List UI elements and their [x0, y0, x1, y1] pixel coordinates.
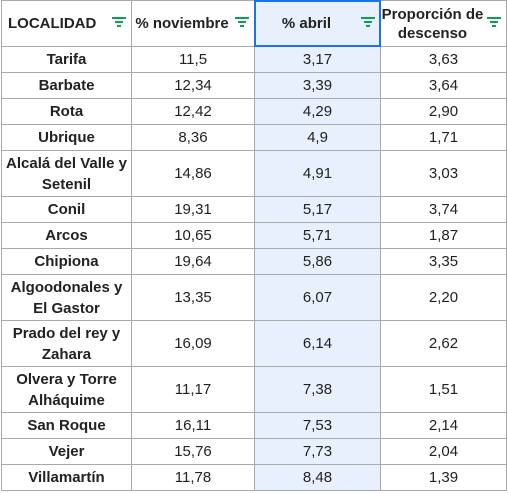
cell-noviembre[interactable]: 11,78: [131, 464, 255, 491]
cell-descenso[interactable]: 3,35: [380, 248, 507, 275]
table-header: LOCALIDAD % noviembre % abril Proporci: [1, 0, 507, 47]
table-row: Ubrique 8,36 4,9 1,71: [1, 124, 507, 151]
table-body: Tarifa 11,5 3,17 3,63 Barbate 12,34 3,39…: [1, 46, 507, 491]
table-row: Rota 12,42 4,29 2,90: [1, 98, 507, 125]
header-row: LOCALIDAD % noviembre % abril Proporci: [1, 0, 507, 47]
table-row: Prado del rey y Zahara 16,09 6,14 2,62: [1, 320, 507, 367]
cell-descenso[interactable]: 2,90: [380, 98, 507, 125]
cell-localidad[interactable]: Tarifa: [1, 46, 132, 73]
cell-abril[interactable]: 4,91: [254, 150, 381, 197]
cell-localidad[interactable]: Rota: [1, 98, 132, 125]
cell-abril[interactable]: 3,39: [254, 72, 381, 99]
cell-localidad[interactable]: San Roque: [1, 412, 132, 439]
cell-descenso[interactable]: 3,74: [380, 196, 507, 223]
cell-descenso[interactable]: 3,64: [380, 72, 507, 99]
cell-localidad[interactable]: Ubrique: [1, 124, 132, 151]
cell-localidad[interactable]: Villamartín: [1, 464, 132, 491]
cell-abril[interactable]: 8,48: [254, 464, 381, 491]
cell-abril[interactable]: 5,86: [254, 248, 381, 275]
cell-descenso[interactable]: 1,71: [380, 124, 507, 151]
cell-localidad[interactable]: Prado del rey y Zahara: [1, 320, 132, 367]
table-row: Conil 19,31 5,17 3,74: [1, 196, 507, 223]
table-row: Alcalá del Valle y Setenil 14,86 4,91 3,…: [1, 150, 507, 197]
cell-abril[interactable]: 7,38: [254, 366, 381, 413]
cell-abril[interactable]: 5,71: [254, 222, 381, 249]
cell-noviembre[interactable]: 11,5: [131, 46, 255, 73]
cell-noviembre[interactable]: 15,76: [131, 438, 255, 465]
cell-descenso[interactable]: 1,39: [380, 464, 507, 491]
cell-noviembre[interactable]: 13,35: [131, 274, 255, 321]
cell-noviembre[interactable]: 11,17: [131, 366, 255, 413]
cell-descenso[interactable]: 2,20: [380, 274, 507, 321]
cell-abril[interactable]: 3,17: [254, 46, 381, 73]
column-header-noviembre[interactable]: % noviembre: [131, 0, 255, 47]
column-header-label: % noviembre: [135, 15, 229, 32]
cell-noviembre[interactable]: 10,65: [131, 222, 255, 249]
cell-descenso[interactable]: 1,51: [380, 366, 507, 413]
table-row: Villamartín 11,78 8,48 1,39: [1, 464, 507, 491]
filter-icon[interactable]: [234, 13, 250, 31]
cell-abril[interactable]: 6,14: [254, 320, 381, 367]
cell-noviembre[interactable]: 8,36: [131, 124, 255, 151]
cell-noviembre[interactable]: 19,31: [131, 196, 255, 223]
cell-localidad[interactable]: Olvera y Torre Alháquime: [1, 366, 132, 413]
cell-abril[interactable]: 6,07: [254, 274, 381, 321]
cell-noviembre[interactable]: 16,09: [131, 320, 255, 367]
cell-noviembre[interactable]: 19,64: [131, 248, 255, 275]
table-row: Barbate 12,34 3,39 3,64: [1, 72, 507, 99]
filter-icon[interactable]: [486, 13, 502, 31]
cell-localidad[interactable]: Barbate: [1, 72, 132, 99]
cell-descenso[interactable]: 2,62: [380, 320, 507, 367]
column-header-abril[interactable]: % abril: [254, 0, 381, 47]
table-row: Tarifa 11,5 3,17 3,63: [1, 46, 507, 73]
table-row: Vejer 15,76 7,73 2,04: [1, 438, 507, 465]
table-row: Arcos 10,65 5,71 1,87: [1, 222, 507, 249]
cell-noviembre[interactable]: 16,11: [131, 412, 255, 439]
cell-abril[interactable]: 4,29: [254, 98, 381, 125]
cell-abril[interactable]: 7,73: [254, 438, 381, 465]
cell-localidad[interactable]: Arcos: [1, 222, 132, 249]
cell-localidad[interactable]: Alcalá del Valle y Setenil: [1, 150, 132, 197]
column-header-descenso[interactable]: Proporción de descenso: [380, 0, 507, 47]
column-header-localidad[interactable]: LOCALIDAD: [1, 0, 132, 47]
table-row: San Roque 16,11 7,53 2,14: [1, 412, 507, 439]
cell-abril[interactable]: 5,17: [254, 196, 381, 223]
cell-abril[interactable]: 7,53: [254, 412, 381, 439]
cell-localidad[interactable]: Chipiona: [1, 248, 132, 275]
cell-descenso[interactable]: 1,87: [380, 222, 507, 249]
cell-localidad[interactable]: Vejer: [1, 438, 132, 465]
cell-noviembre[interactable]: 14,86: [131, 150, 255, 197]
cell-localidad[interactable]: Conil: [1, 196, 132, 223]
cell-descenso[interactable]: 3,03: [380, 150, 507, 197]
filter-icon[interactable]: [111, 13, 127, 31]
filter-icon[interactable]: [360, 13, 376, 31]
cell-noviembre[interactable]: 12,34: [131, 72, 255, 99]
cell-descenso[interactable]: 2,04: [380, 438, 507, 465]
column-header-label: % abril: [281, 15, 332, 32]
column-header-label: LOCALIDAD: [8, 15, 97, 32]
cell-descenso[interactable]: 2,14: [380, 412, 507, 439]
cell-descenso[interactable]: 3,63: [380, 46, 507, 73]
table-row: Algoodonales y El Gastor 13,35 6,07 2,20: [1, 274, 507, 321]
cell-abril[interactable]: 4,9: [254, 124, 381, 151]
cell-noviembre[interactable]: 12,42: [131, 98, 255, 125]
table-row: Chipiona 19,64 5,86 3,35: [1, 248, 507, 275]
cell-localidad[interactable]: Algoodonales y El Gastor: [1, 274, 132, 321]
column-header-label: Proporción de descenso: [381, 5, 484, 42]
table-row: Olvera y Torre Alháquime 11,17 7,38 1,51: [1, 366, 507, 413]
